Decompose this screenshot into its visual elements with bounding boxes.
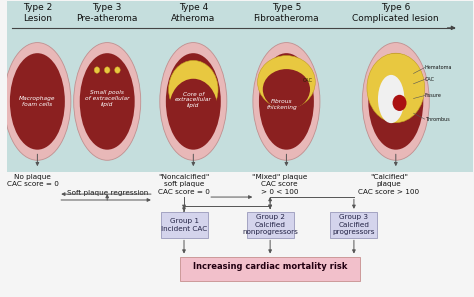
Text: CAC: CAC <box>425 77 435 82</box>
Ellipse shape <box>4 42 71 160</box>
Text: Soft plaque regression: Soft plaque regression <box>66 190 148 196</box>
Ellipse shape <box>257 56 315 109</box>
Text: Small pools
of extracellular
lipid: Small pools of extracellular lipid <box>85 90 129 107</box>
Ellipse shape <box>367 53 425 123</box>
Text: Fissure: Fissure <box>425 93 442 98</box>
Text: Group 1
Incident CAC: Group 1 Incident CAC <box>161 218 207 232</box>
Ellipse shape <box>392 95 407 111</box>
Text: Thrombus: Thrombus <box>425 117 449 121</box>
Ellipse shape <box>94 67 100 73</box>
Text: Fibrous
thickening: Fibrous thickening <box>266 99 297 110</box>
Text: Type 2
Lesion: Type 2 Lesion <box>23 3 52 23</box>
Text: Macrophage
foam cells: Macrophage foam cells <box>19 96 55 107</box>
Ellipse shape <box>160 42 227 160</box>
Text: Type 4
Atheroma: Type 4 Atheroma <box>171 3 216 23</box>
Ellipse shape <box>80 53 135 150</box>
Bar <box>7 1 473 172</box>
Ellipse shape <box>73 42 141 160</box>
Text: "Mixed" plaque
CAC score
> 0 < 100: "Mixed" plaque CAC score > 0 < 100 <box>252 173 307 195</box>
Ellipse shape <box>362 42 429 160</box>
Ellipse shape <box>378 75 404 123</box>
FancyBboxPatch shape <box>330 211 377 238</box>
Text: Group 2
Calcified
nonprogressors: Group 2 Calcified nonprogressors <box>242 214 298 236</box>
FancyBboxPatch shape <box>180 257 360 281</box>
Text: Group 3
Calcified
progressors: Group 3 Calcified progressors <box>333 214 375 236</box>
Ellipse shape <box>263 69 310 110</box>
Text: Increasing cardiac mortality risk: Increasing cardiac mortality risk <box>193 262 347 271</box>
Ellipse shape <box>169 79 218 139</box>
Text: CAC: CAC <box>303 78 313 83</box>
Ellipse shape <box>368 53 423 150</box>
Text: Core of
extracellular
lipid: Core of extracellular lipid <box>175 92 212 108</box>
Ellipse shape <box>259 53 314 150</box>
Ellipse shape <box>104 67 110 73</box>
Text: Type 3
Pre-atheroma: Type 3 Pre-atheroma <box>76 3 138 23</box>
FancyBboxPatch shape <box>161 211 208 238</box>
Ellipse shape <box>253 42 320 160</box>
Text: "Noncalcified"
soft plaque
CAC score = 0: "Noncalcified" soft plaque CAC score = 0 <box>158 173 210 195</box>
Text: Hematoma: Hematoma <box>425 65 452 70</box>
Ellipse shape <box>10 53 65 150</box>
FancyBboxPatch shape <box>246 211 293 238</box>
Ellipse shape <box>115 67 120 73</box>
Text: No plaque
CAC score = 0: No plaque CAC score = 0 <box>7 173 59 187</box>
Text: Type 5
Fibroatheroma: Type 5 Fibroatheroma <box>254 3 319 23</box>
Text: "Calcified"
plaque
CAC score > 100: "Calcified" plaque CAC score > 100 <box>358 173 419 195</box>
Text: Type 6
Complicated lesion: Type 6 Complicated lesion <box>353 3 439 23</box>
Ellipse shape <box>166 53 221 150</box>
Ellipse shape <box>169 60 218 118</box>
